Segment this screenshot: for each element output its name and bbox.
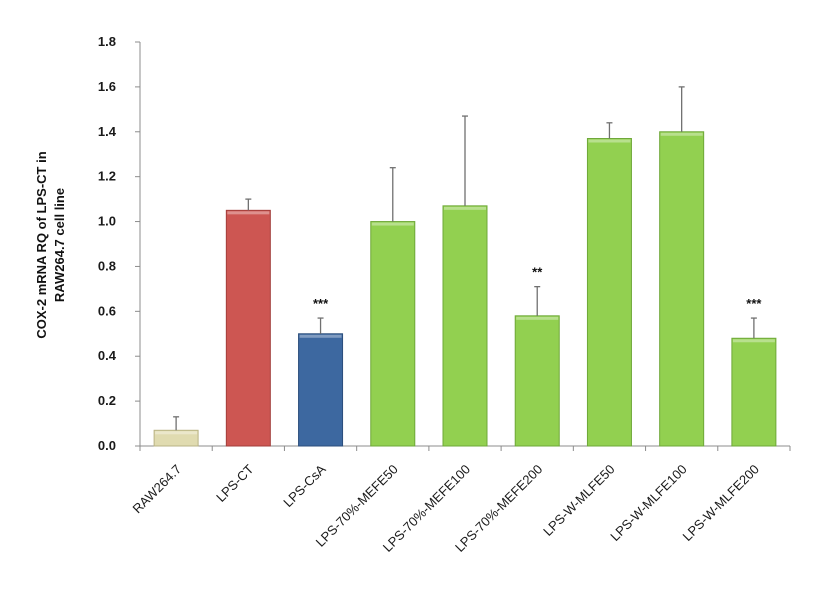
y-tick-label: 1.0 (98, 214, 116, 229)
x-tick-label: LPS-CsA (280, 461, 329, 510)
bar-lps-csa (298, 333, 344, 447)
bar-highlight (588, 139, 631, 143)
significance-marker: ** (532, 265, 543, 280)
bar-highlight (660, 132, 703, 136)
y-axis-label-line-2: RAW264.7 cell line (52, 188, 67, 302)
y-tick-label: 1.4 (98, 124, 117, 139)
x-tick-labels: RAW264.7 LPS-CT LPS-CsALPS-70%-MEFE50LPS-7… (130, 461, 763, 555)
y-tick-label: 1.6 (98, 79, 116, 94)
y-tick-label: 1.8 (98, 34, 116, 49)
bar-lps-w-mlfe100 (659, 131, 705, 447)
y-axis-label-line-1: COX-2 mRNA RQ of LPS-CT in (34, 151, 49, 338)
y-tick-label: 0.0 (98, 438, 116, 453)
x-tick-label: LPS-CT (213, 461, 256, 504)
y-axis-label: COX-2 mRNA RQ of LPS-CT in RAW264.7 cell… (34, 151, 67, 338)
bar-highlight (299, 334, 342, 338)
bar-highlight (227, 211, 270, 215)
x-tick-label: RAW264.7 (130, 462, 185, 517)
bar-highlight (732, 339, 775, 343)
bar-lps-w-mlfe200 (731, 337, 777, 447)
y-tick-labels: 0.0 0.2 0.4 0.6 0.8 1.0 1.2 1.4 1.6 1.8 (98, 34, 117, 453)
error-bars (173, 86, 757, 431)
significance-markers: ******** (313, 265, 762, 311)
y-tick-label: 1.2 (98, 169, 116, 184)
bar-lps-70-mefe200 (514, 315, 560, 447)
x-tick-label: LPS-W-MLFE100 (607, 462, 689, 544)
y-tick-label: 0.8 (98, 258, 116, 273)
y-tick-label: 0.2 (98, 393, 116, 408)
bar-lps-70-mefe50 (370, 221, 416, 447)
bar-lps-w-mlfe50 (586, 138, 632, 447)
x-tick-label: LPS-W-MLFE200 (680, 462, 762, 544)
significance-marker: *** (746, 296, 762, 311)
bar-highlight (155, 431, 198, 435)
bar-highlight (371, 222, 414, 226)
y-tick-label: 0.4 (98, 348, 117, 363)
y-tick-label: 0.6 (98, 303, 116, 318)
bar-lps-ct (225, 209, 271, 447)
bar-highlight (444, 206, 486, 210)
bar-highlight (516, 316, 559, 320)
x-tick-label: LPS-W-MLFE50 (540, 462, 617, 539)
bar-lps-70-mefe100 (442, 205, 488, 447)
significance-marker: *** (313, 296, 329, 311)
bars (153, 131, 777, 447)
